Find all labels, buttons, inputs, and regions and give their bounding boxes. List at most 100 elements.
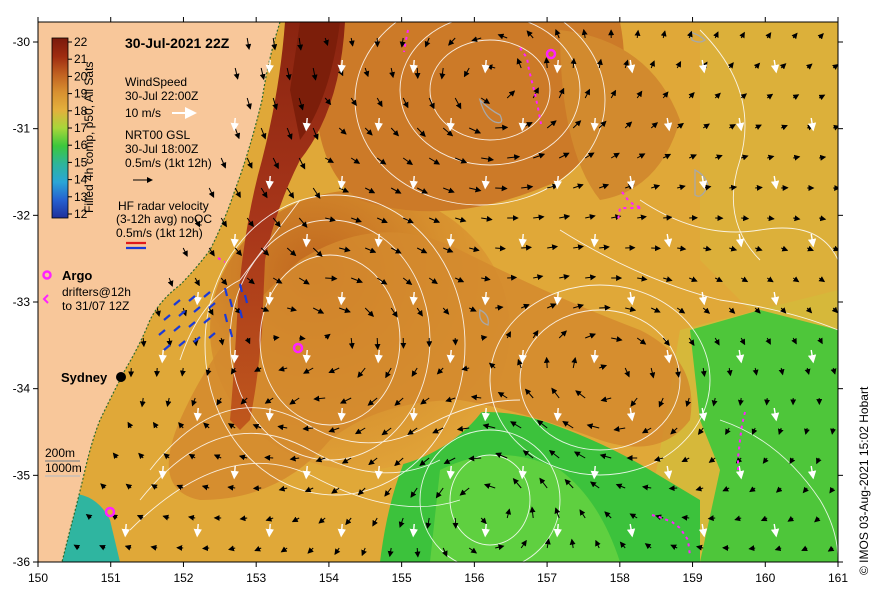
radar-arrow bbox=[193, 306, 201, 313]
x-tick-label: 157 bbox=[537, 571, 557, 585]
drifter-legend-symbol bbox=[42, 294, 49, 304]
gsl-arrow bbox=[711, 397, 718, 407]
gsl-arrow bbox=[558, 152, 570, 159]
wind-arrow bbox=[302, 349, 311, 364]
gsl-arrow bbox=[470, 394, 482, 401]
gsl-arrow bbox=[469, 186, 482, 193]
gsl-arrow bbox=[213, 454, 222, 460]
hf-radar-arrows bbox=[158, 283, 249, 351]
gsl-arrow bbox=[804, 427, 810, 435]
gsl-arrow bbox=[516, 57, 523, 69]
gsl-arrow bbox=[662, 153, 672, 160]
gsl-arrow bbox=[521, 184, 534, 191]
gsl-arrow bbox=[599, 183, 610, 190]
gsl-arrow bbox=[670, 544, 678, 551]
x-tick-label: 151 bbox=[101, 571, 121, 585]
map-title: 30-Jul-2021 22Z bbox=[125, 35, 230, 51]
gsl-arrow bbox=[299, 335, 306, 342]
gsl-legend-title: NRT00 GSL bbox=[125, 128, 190, 142]
gsl-arrow bbox=[708, 456, 716, 463]
gsl-arrow bbox=[585, 214, 596, 220]
gsl-arrow bbox=[339, 397, 352, 404]
gsl-arrow bbox=[351, 217, 362, 223]
gsl-velocity-arrows bbox=[73, 28, 838, 558]
gsl-legend-time: 30-Jul 18:00Z bbox=[125, 142, 198, 156]
gsl-arrow bbox=[650, 307, 661, 313]
gsl-arrow bbox=[265, 515, 274, 522]
gsl-arrow bbox=[136, 514, 144, 521]
gsl-arrow bbox=[584, 152, 595, 159]
gsl-arrow bbox=[323, 37, 329, 47]
gsl-arrow bbox=[312, 127, 319, 141]
gsl-arrow bbox=[573, 303, 584, 310]
gsl-arrow bbox=[700, 367, 707, 377]
radar-arrow bbox=[228, 328, 234, 338]
gsl-arrow bbox=[766, 276, 774, 283]
wind-arrow bbox=[663, 349, 673, 364]
radar-arrow bbox=[163, 314, 171, 321]
gsl-arrow bbox=[760, 515, 768, 522]
gsl-arrow bbox=[390, 247, 402, 254]
gsl-arrow bbox=[390, 307, 398, 318]
gsl-arrow bbox=[273, 334, 280, 341]
gsl-arrow bbox=[112, 452, 119, 460]
gsl-arrow bbox=[307, 547, 314, 554]
gsl-arrow bbox=[741, 154, 749, 161]
gsl-arrow bbox=[286, 247, 297, 257]
gsl-arrow bbox=[624, 367, 630, 378]
gsl-arrow bbox=[318, 517, 326, 524]
gsl-arrow bbox=[85, 513, 93, 520]
gsl-arrow bbox=[681, 456, 690, 462]
gsl-arrow bbox=[194, 217, 201, 228]
y-axis: -30 -31 -32 -33 -34 -35 -36 bbox=[13, 35, 843, 569]
wind-arrow bbox=[230, 349, 239, 364]
wind-arrow bbox=[553, 291, 562, 306]
gsl-arrow bbox=[558, 87, 565, 99]
radar-arrow bbox=[178, 340, 186, 347]
wind-arrow bbox=[770, 407, 780, 422]
gsl-arrow bbox=[832, 63, 838, 70]
gsl-arrow bbox=[234, 187, 241, 199]
gsl-arrow bbox=[547, 244, 559, 251]
colorbar-ticks: 22 21 20 19 18 17 16 15 14 13 12 bbox=[68, 35, 88, 221]
gsl-arrow bbox=[728, 307, 736, 314]
wind-arrow bbox=[481, 407, 490, 422]
wind-arrow bbox=[590, 117, 599, 132]
wind-arrow bbox=[807, 117, 817, 132]
gsl-arrow bbox=[610, 89, 617, 99]
gsl-arrow bbox=[367, 397, 378, 406]
gsl-arrow bbox=[372, 517, 378, 527]
wind-arrow bbox=[158, 349, 167, 364]
wind-arrow bbox=[481, 291, 490, 306]
radar-arrow bbox=[223, 287, 229, 297]
gsl-arrow bbox=[468, 547, 478, 554]
gsl-arrow bbox=[548, 449, 560, 459]
gsl-arrow bbox=[755, 245, 763, 252]
gsl-arrow bbox=[376, 157, 387, 165]
wind-arrow bbox=[590, 233, 599, 248]
gsl-arrow bbox=[688, 337, 695, 346]
gsl-arrow bbox=[264, 397, 274, 404]
gsl-arrow bbox=[512, 478, 522, 489]
x-tick-label: 150 bbox=[28, 571, 48, 585]
wind-arrow bbox=[265, 523, 274, 538]
gsl-arrow bbox=[765, 337, 771, 345]
gsl-arrow bbox=[521, 244, 533, 251]
wind-arrow bbox=[807, 233, 817, 248]
gsl-arrow bbox=[480, 334, 488, 341]
radar-legend-line2: (3-12h avg) noQC bbox=[116, 212, 212, 226]
gsl-arrow bbox=[793, 154, 801, 161]
gsl-arrow bbox=[777, 427, 784, 435]
gsl-arrow bbox=[150, 544, 158, 551]
gsl-arrow bbox=[814, 516, 821, 523]
gsl-arrow bbox=[338, 127, 347, 135]
gsl-arrow bbox=[729, 184, 738, 191]
gsl-arrow bbox=[260, 187, 268, 199]
gsl-arrow bbox=[781, 124, 788, 131]
x-tick-label: 155 bbox=[392, 571, 412, 585]
gsl-arrow bbox=[506, 90, 516, 99]
gsl-arrow bbox=[497, 391, 508, 399]
wind-arrow bbox=[518, 465, 527, 480]
gsl-arrow bbox=[127, 421, 134, 429]
